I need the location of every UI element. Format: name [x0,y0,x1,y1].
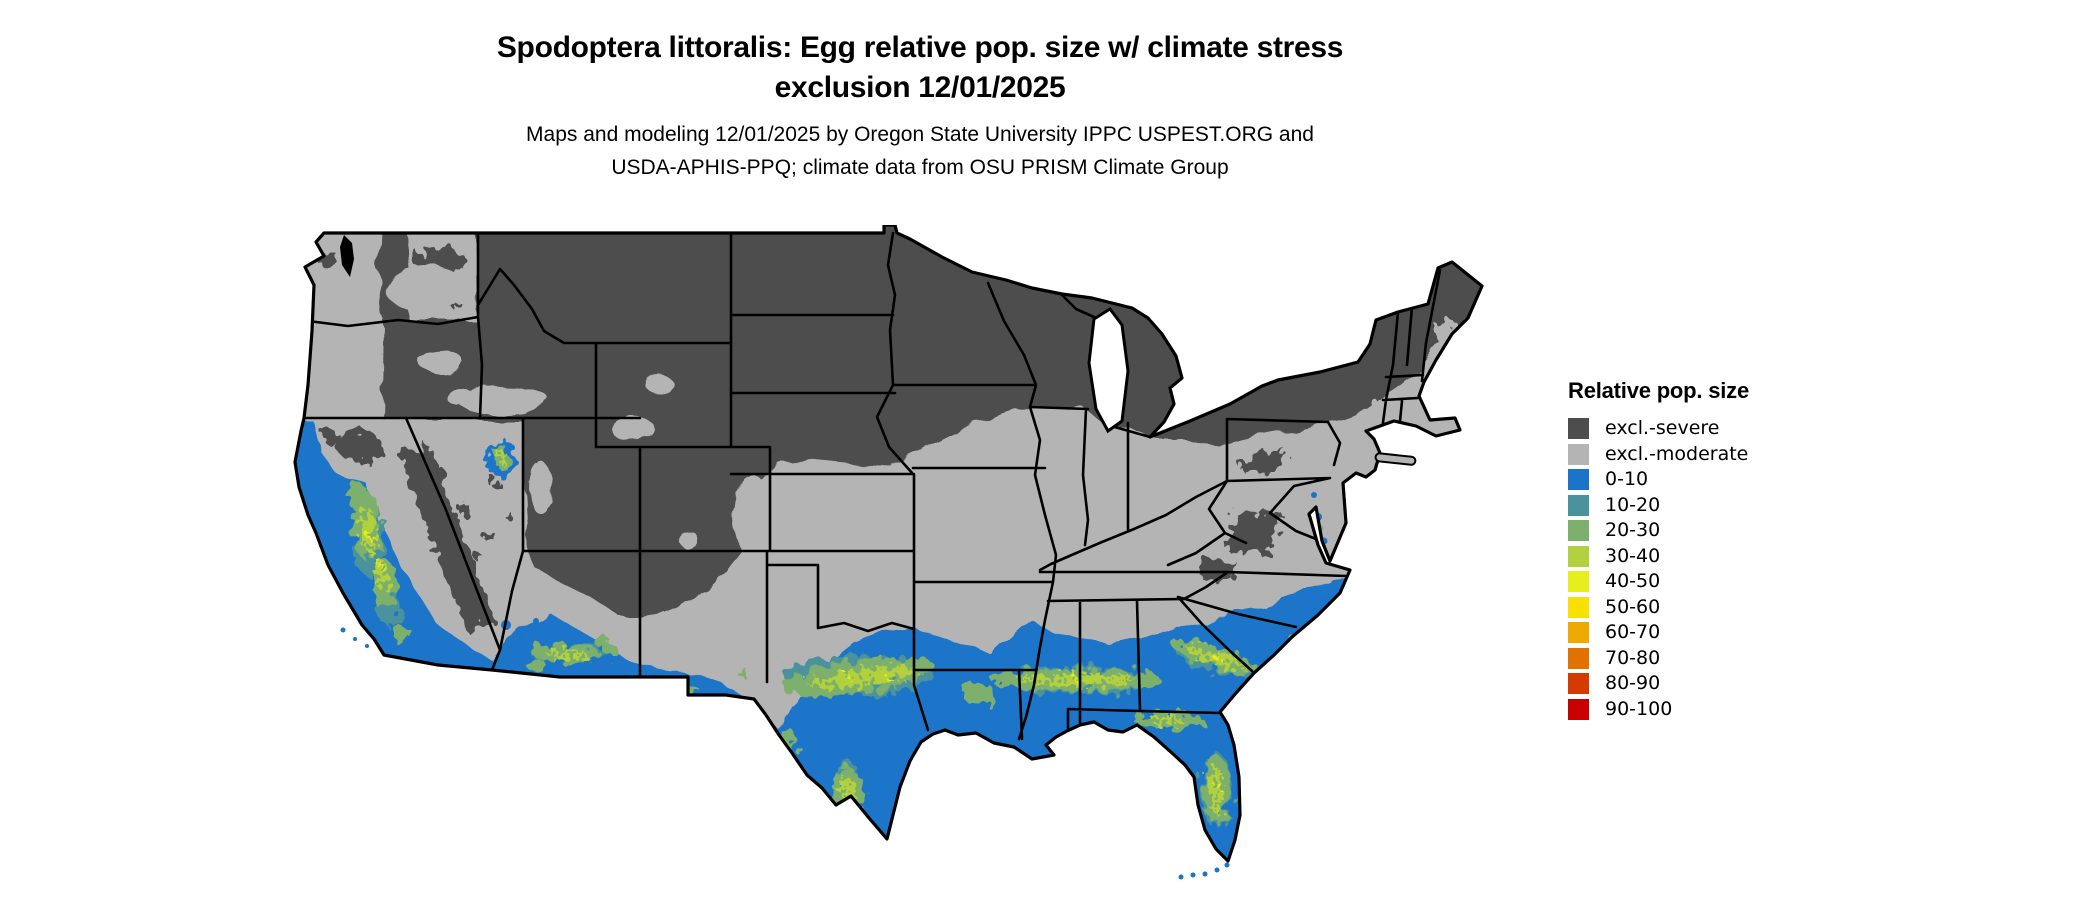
legend-item: excl.-moderate [1568,442,1868,468]
legend-swatch [1568,545,1589,567]
us-map [288,223,1494,892]
legend-item: 80-90 [1568,671,1868,697]
legend-label: 40-50 [1605,570,1661,593]
legend-swatch [1568,647,1589,669]
legend-item: 50-60 [1568,595,1868,621]
map-title: Spodoptera littoralis: Egg relative pop.… [300,28,1540,108]
legend-item: 90-100 [1568,697,1868,723]
state-borders [299,231,1442,741]
legend-label: 70-80 [1605,646,1661,669]
legend-item: 30-40 [1568,544,1868,570]
us-map-svg [293,223,1484,880]
legend-swatch [1568,494,1589,516]
legend-item: 40-50 [1568,569,1868,595]
offshore-islands [340,627,1230,880]
legend-label: excl.-severe [1605,417,1720,440]
map-subtitle: Maps and modeling 12/01/2025 by Oregon S… [300,118,1540,184]
map-title-line1: Spodoptera littoralis: Egg relative pop.… [496,31,1344,64]
legend-label: 90-100 [1605,697,1673,720]
legend-swatch [1568,571,1589,593]
map-subtitle-line2: USDA-APHIS-PPQ; climate data from OSU PR… [611,156,1229,179]
map-title-line2: exclusion 12/01/2025 [774,71,1066,104]
legend-label: 30-40 [1605,544,1661,567]
legend-item: excl.-severe [1568,416,1868,442]
legend-swatch [1568,418,1589,440]
legend-item: 10-20 [1568,493,1868,519]
legend-swatch [1568,443,1589,465]
legend-label: 10-20 [1605,493,1661,516]
legend-label: excl.-moderate [1605,442,1749,465]
legend-item: 0-10 [1568,467,1868,493]
legend-swatch [1568,622,1589,644]
legend-swatch [1568,520,1589,542]
legend-swatch [1568,469,1589,491]
lake-michigan [1087,306,1130,434]
legend-label: 20-30 [1605,519,1661,542]
legend-swatch [1568,596,1589,618]
legend-item: 70-80 [1568,646,1868,672]
legend: Relative pop. size excl.-severe excl.-mo… [1568,378,1868,722]
legend-item: 60-70 [1568,620,1868,646]
legend-swatch [1568,698,1589,720]
map-subtitle-line1: Maps and modeling 12/01/2025 by Oregon S… [526,123,1314,146]
legend-title: Relative pop. size [1568,378,1750,403]
pop-40-50-region [367,534,1221,788]
long-island [1374,452,1417,466]
legend-item: 20-30 [1568,518,1868,544]
legend-label: 50-60 [1605,595,1661,618]
legend-label: 60-70 [1605,621,1661,644]
legend-label: 0-10 [1605,468,1649,491]
puget-sound [340,235,354,277]
legend-swatch [1568,673,1589,695]
legend-label: 80-90 [1605,672,1661,695]
